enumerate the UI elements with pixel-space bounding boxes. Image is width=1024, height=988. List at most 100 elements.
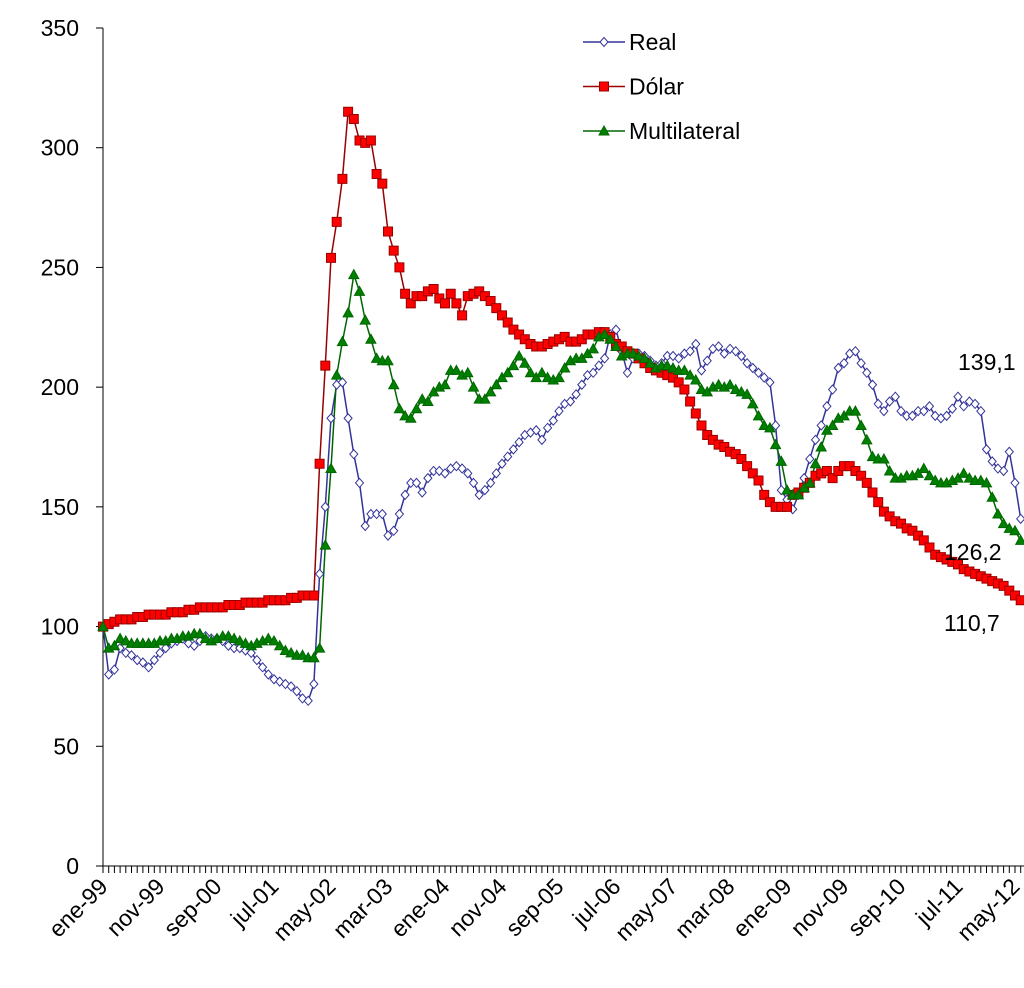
marker [319,539,332,550]
marker [285,646,297,658]
marker [155,647,165,659]
marker [417,487,427,498]
marker [855,419,867,430]
marker [896,405,906,417]
marker [508,444,519,455]
marker [867,487,878,498]
marker [313,642,326,653]
marker [917,462,930,474]
marker [753,475,764,486]
marker [571,389,581,400]
marker [309,678,319,690]
marker [388,245,399,256]
x-tick-label: nov-99 [101,873,169,941]
marker [861,477,872,488]
marker [856,357,866,369]
marker [263,669,273,680]
marker [484,385,497,397]
marker [342,306,354,318]
marker [262,632,275,644]
marker [696,420,707,431]
marker [860,433,873,445]
marker [97,620,109,632]
marker [803,476,816,488]
marker [461,366,474,378]
marker [587,342,600,354]
marker [696,365,707,376]
y-tick-label: 250 [41,254,79,280]
annotation: 126,2 [944,539,1002,565]
marker [468,477,479,489]
marker [330,369,343,380]
marker [308,590,319,601]
marker [383,530,393,541]
marker [667,361,679,373]
marker [929,474,942,486]
marker [365,135,376,146]
marker [638,352,651,363]
marker [360,520,370,532]
marker [537,434,547,446]
marker [440,298,450,309]
marker [1009,524,1021,536]
x-tick-label: may-07 [610,873,683,946]
legend-marker [598,124,610,136]
marker [439,378,451,390]
marker [661,359,674,371]
marker [491,468,501,479]
marker [604,333,617,344]
y-tick-label: 100 [41,614,79,640]
marker [724,378,736,390]
marker [314,458,325,469]
marker [765,377,775,388]
marker [325,462,337,474]
marker [997,517,1010,529]
marker [467,381,480,392]
marker [279,644,292,656]
marker [109,664,120,675]
marker [1004,446,1014,458]
marker [314,568,325,580]
y-tick-label: 350 [41,15,79,41]
marker [850,345,861,357]
marker [416,393,429,404]
marker [923,469,936,481]
marker [998,465,1009,477]
marker [382,354,394,366]
marker [986,491,999,502]
marker [370,352,383,363]
marker [104,669,114,680]
marker [387,378,400,390]
legend-label: Multilateral [629,118,740,144]
marker [422,395,434,407]
marker [883,464,896,476]
marker [588,367,598,379]
marker [769,438,782,450]
marker [879,405,889,417]
marker [1003,522,1016,533]
marker [554,405,564,417]
marker [1016,513,1024,525]
marker [536,366,548,378]
annotation: 139,1 [958,349,1016,375]
marker [827,384,838,395]
marker [919,405,929,417]
marker [365,333,377,344]
marker [764,421,776,433]
y-tick-label: 0 [66,853,79,879]
x-tick-label: mar-03 [328,873,398,943]
marker [959,401,969,412]
marker [337,377,348,388]
marker [354,477,365,489]
marker [497,458,507,470]
marker [782,501,792,512]
y-tick-label: 50 [53,733,79,759]
marker [257,662,268,673]
marker [423,472,433,484]
marker [286,681,296,692]
marker [736,350,747,362]
marker [748,362,758,374]
marker [343,413,353,424]
marker [970,398,980,410]
legend-marker [599,36,609,48]
